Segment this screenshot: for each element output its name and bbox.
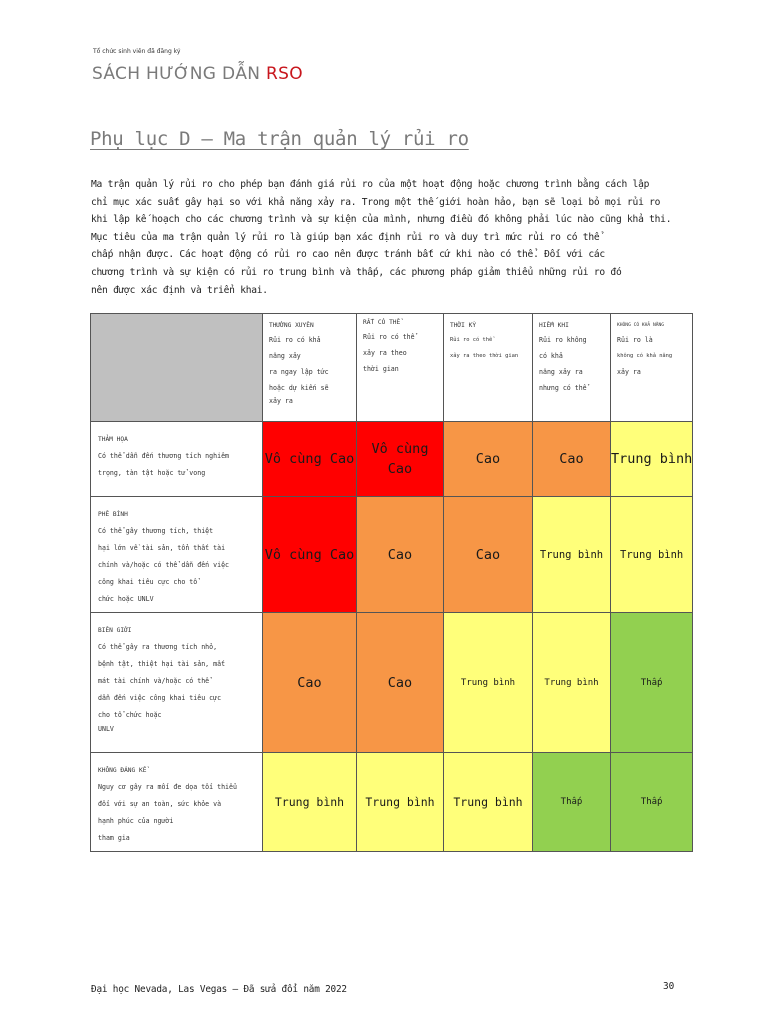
row-desc-line: hại lớn về tài sản, tổn thất tài (98, 544, 226, 552)
matrix-row-marginal: BIÊN GIỚI Có thể gây ra thương tích nhỏ,… (90, 612, 694, 753)
risk-cell: Cao (356, 612, 444, 753)
matrix-row-critical: PHÊ BÌNH Có thể gây thương tích, thiệt h… (90, 496, 694, 613)
intro-paragraph: Ma trận quản lý rủi ro cho phép bạn đánh… (91, 176, 691, 299)
intro-line: chỉ mục xác suất gây hại so với khả năng… (91, 196, 661, 208)
row-header-negligible: KHÔNG ĐÁNG KỂ Nguy cơ gây ra mối đe dọa … (90, 752, 263, 852)
risk-cell: Trung bình (443, 752, 533, 852)
footer-text: Đại học Nevada, Las Vegas – Đã sửa đổi n… (91, 984, 347, 995)
row-desc-line: Nguy cơ gây ra mối đe dọa tối thiểu (98, 783, 237, 791)
column-desc-line: không có khả năng (617, 353, 673, 359)
intro-line: chương trình và sự kiện có rủi ro trung … (91, 266, 622, 278)
column-label: RẤT CÓ THỂ (363, 319, 401, 326)
intro-line: chấp nhận được. Các hoạt động có rủi ro … (91, 249, 605, 261)
column-header-occasional: THỜI KỲ Rủi ro có thể xảy ra theo thời g… (443, 313, 533, 422)
column-label: HIẾM KHI (539, 322, 569, 329)
row-desc-line: UNLV (98, 725, 114, 733)
risk-matrix-table: THƯỜNG XUYÊN Rủi ro có khả năng xảy ra n… (90, 313, 694, 852)
matrix-row-negligible: KHÔNG ĐÁNG KỂ Nguy cơ gây ra mối đe dọa … (90, 752, 694, 852)
row-desc-line: Có thể dẫn đến thương tích nghiêm (98, 452, 230, 460)
intro-line: Mục tiêu của ma trận quản lý rủi ro là g… (91, 231, 600, 243)
row-desc-line: Có thể gây thương tích, thiệt (98, 527, 214, 535)
column-label: THỜI KỲ (450, 322, 477, 329)
row-desc-line: chức hoặc UNLV (98, 595, 154, 603)
guide-title: SÁCH HƯỚNG DẪN RSO (92, 64, 303, 84)
row-label: PHÊ BÌNH (98, 511, 128, 518)
intro-line: Ma trận quản lý rủi ro cho phép bạn đánh… (91, 179, 650, 190)
row-desc-line: mát tài chính và/hoặc có thể (98, 677, 210, 685)
page-number: 30 (663, 981, 675, 992)
row-label: THẢM HỌA (98, 436, 128, 443)
risk-cell: Trung bình (262, 752, 357, 852)
column-desc-line: hoặc dự kiến sẽ (269, 384, 329, 392)
column-label: THƯỜNG XUYÊN (269, 322, 314, 329)
column-desc-line: có khả (539, 352, 563, 360)
row-desc-line: hạnh phúc của người (98, 817, 174, 825)
risk-cell: Trung bình (609, 496, 694, 613)
row-label: BIÊN GIỚI (98, 627, 132, 634)
row-header-critical: PHÊ BÌNH Có thể gây thương tích, thiệt h… (90, 496, 263, 613)
row-desc-line: chính và/hoặc có thể dẫn đến việc (98, 561, 230, 569)
row-header-marginal: BIÊN GIỚI Có thể gây ra thương tích nhỏ,… (90, 612, 263, 753)
guide-title-accent: RSO (266, 64, 303, 84)
risk-cell: Trung bình (532, 612, 611, 753)
row-header-catastrophic: THẢM HỌA Có thể dẫn đến thương tích nghi… (90, 421, 263, 497)
risk-cell: Cao (443, 496, 533, 613)
column-desc-line: ra ngay lập tức (269, 368, 329, 376)
row-desc-line: trọng, tàn tật hoặc tử vong (98, 469, 206, 477)
row-label: KHÔNG ĐÁNG KỂ (98, 767, 147, 774)
column-label: KHÔNG CÓ KHẢ NĂNG (617, 323, 665, 328)
matrix-header-row: THƯỜNG XUYÊN Rủi ro có khả năng xảy ra n… (90, 313, 694, 422)
column-desc-line: Rủi ro có khả (269, 336, 321, 344)
risk-cell: Vô cùng Cao (356, 421, 444, 497)
column-desc-line: xảy ra (269, 397, 293, 405)
row-desc-line: Có thể gây ra thương tích nhỏ, (98, 643, 218, 651)
risk-cell: Trung bình (443, 612, 533, 753)
column-desc-line: Rủi ro có thể (450, 337, 493, 343)
risk-cell: Vô cùng Cao (262, 496, 357, 613)
risk-cell: Cao (532, 421, 611, 497)
column-desc-line: Rủi ro là (617, 336, 653, 344)
column-desc-line: năng xảy (269, 352, 301, 360)
page-title: Phụ lục D – Ma trận quản lý rủi ro (90, 128, 469, 150)
column-desc-line: nhưng có thể (539, 384, 587, 392)
column-desc-line: xảy ra theo (363, 349, 407, 357)
column-desc-line: Rủi ro không (539, 336, 587, 344)
row-desc-line: công khai tiêu cực cho tổ (98, 578, 198, 586)
row-desc-line: dẫn đến việc công khai tiêu cực (98, 694, 222, 702)
risk-cell: Vô cùng Cao (262, 421, 357, 497)
risk-cell: Thấp (609, 612, 694, 753)
org-label: Tổ chức sinh viên đã đăng ký (93, 48, 181, 55)
intro-line: khi lập kế hoạch cho các chương trình và… (91, 214, 672, 226)
matrix-corner-cell (90, 313, 263, 422)
column-desc-line: Rủi ro có thể (363, 333, 415, 341)
risk-cell: Cao (356, 496, 444, 613)
risk-cell: Cao (262, 612, 357, 753)
column-header-seldom: HIẾM KHI Rủi ro không có khả năng xảy ra… (532, 313, 611, 422)
row-desc-line: bệnh tật, thiệt hại tài sản, mất (98, 660, 226, 668)
risk-cell: Cao (443, 421, 533, 497)
row-desc-line: cho tổ chức hoặc (98, 711, 162, 719)
column-desc-line: năng xảy ra (539, 368, 583, 376)
matrix-row-catastrophic: THẢM HỌA Có thể dẫn đến thương tích nghi… (90, 421, 694, 497)
risk-cell: Thấp (609, 752, 694, 852)
risk-cell: Thấp (532, 752, 611, 852)
column-desc-line: thời gian (363, 365, 399, 373)
column-header-frequent: THƯỜNG XUYÊN Rủi ro có khả năng xảy ra n… (262, 313, 357, 422)
risk-cell: Trung bình (609, 421, 694, 497)
intro-line: nên được xác định và triển khai. (91, 284, 268, 296)
column-header-likely: RẤT CÓ THỂ Rủi ro có thể xảy ra theo thờ… (356, 313, 444, 422)
guide-title-text: SÁCH HƯỚNG DẪN (92, 64, 261, 84)
risk-cell: Trung bình (356, 752, 444, 852)
row-desc-line: tham gia (98, 834, 130, 842)
column-desc-line: xảy ra (617, 368, 641, 376)
column-desc-line: xảy ra theo thời gian (450, 353, 519, 359)
row-desc-line: đối với sự an toàn, sức khỏe và (98, 800, 222, 808)
column-header-unlikely: KHÔNG CÓ KHẢ NĂNG Rủi ro là không có khả… (609, 313, 694, 422)
risk-cell: Trung bình (532, 496, 611, 613)
